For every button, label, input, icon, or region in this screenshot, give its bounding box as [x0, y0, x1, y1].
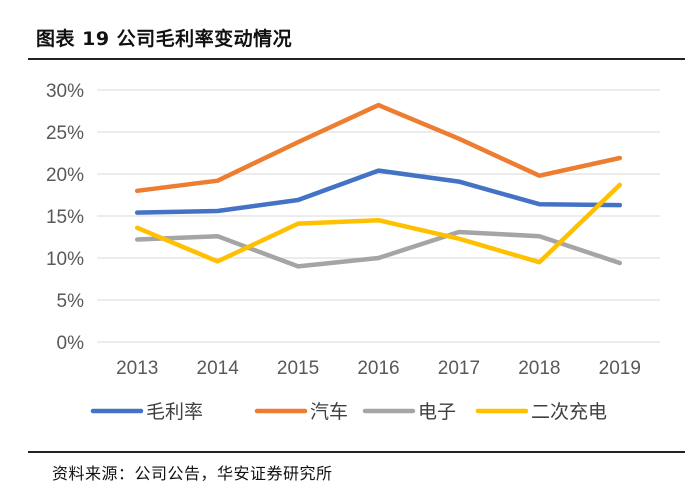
y-axis-ticks: 0% 5% 10% 15% 20% 25% 30% [46, 81, 84, 354]
y-tick-label: 25% [46, 123, 84, 144]
y-tick-label: 5% [57, 291, 85, 312]
legend-label: 电子 [418, 401, 456, 423]
series-line [134, 102, 623, 194]
grid-lines [97, 89, 660, 343]
legend-label: 毛利率 [146, 401, 203, 423]
y-tick-label: 15% [46, 207, 84, 228]
y-tick-label: 0% [57, 333, 85, 354]
legend: 毛利率 汽车 电子 二次充电 [90, 401, 607, 423]
x-tick-label: 2015 [277, 358, 319, 379]
top-rule [28, 58, 685, 60]
y-tick-label: 10% [46, 249, 84, 270]
x-tick-label: 2014 [197, 358, 240, 379]
y-tick-label: 30% [46, 81, 84, 102]
legend-label: 汽车 [310, 401, 348, 423]
series-lines [134, 102, 623, 269]
source-note: 资料来源：公司公告，华安证券研究所 [52, 464, 333, 483]
x-tick-label: 2017 [438, 358, 480, 379]
series-line [134, 182, 623, 265]
legend-label: 二次充电 [531, 401, 607, 423]
bottom-rule [28, 451, 685, 453]
x-tick-label: 2019 [599, 358, 641, 379]
y-tick-label: 20% [46, 165, 84, 186]
x-axis-ticks: 2013 2014 2015 2016 2017 2018 2019 [116, 358, 641, 379]
figure-title: 图表 19 公司毛利率变动情况 [36, 28, 293, 50]
series-line [134, 168, 623, 215]
x-tick-label: 2018 [518, 358, 560, 379]
series-line [134, 229, 623, 269]
x-tick-label: 2016 [357, 358, 399, 379]
x-tick-label: 2013 [116, 358, 158, 379]
